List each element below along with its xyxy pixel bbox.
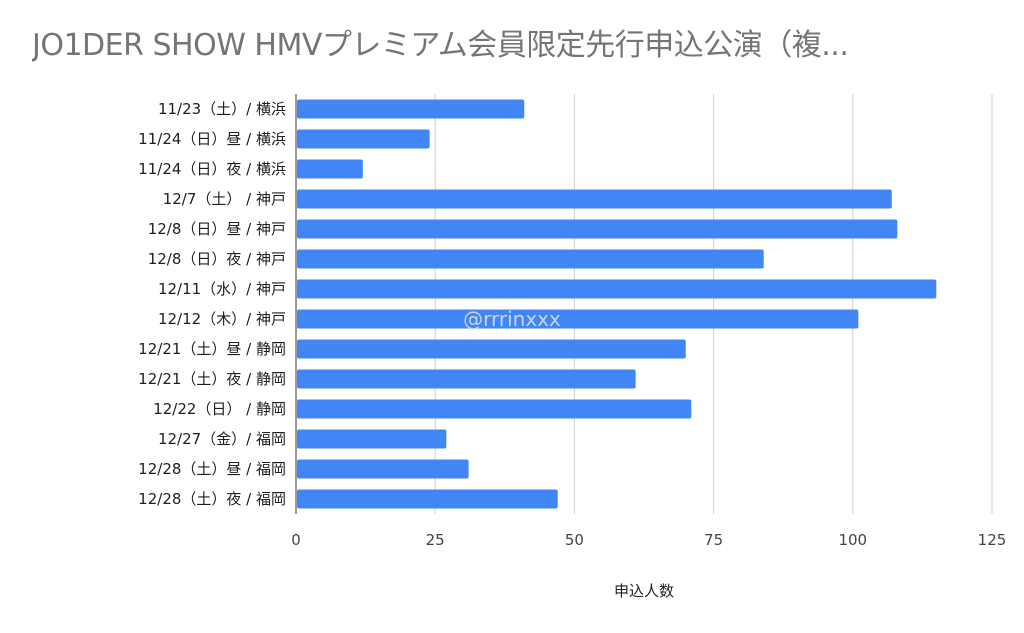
bar-5: [297, 249, 764, 269]
category-label-8: 12/21（土）昼 / 静岡: [138, 340, 286, 358]
x-tick-labels: 0 25 50 75 100 125: [291, 531, 1006, 549]
category-label-4: 12/8（日）昼 / 神戸: [148, 220, 286, 238]
x-axis-title: 申込人数: [614, 582, 674, 600]
bar-13: [297, 489, 558, 509]
x-tick-label-50: 50: [565, 531, 584, 549]
category-label-3: 12/7（土） / 神戸: [163, 190, 286, 208]
category-label-2: 11/24（日）夜 / 横浜: [138, 160, 286, 178]
category-label-12: 12/28（土）昼 / 福岡: [138, 460, 286, 478]
x-tick-label-125: 125: [978, 531, 1007, 549]
x-tick-label-25: 25: [426, 531, 445, 549]
x-tick-label-100: 100: [838, 531, 867, 549]
x-tick-label-0: 0: [291, 531, 301, 549]
bars-group: [297, 99, 937, 509]
category-label-9: 12/21（土）夜 / 静岡: [138, 370, 286, 388]
category-label-6: 12/11（水）/ 神戸: [158, 280, 286, 298]
category-label-10: 12/22（日） / 静岡: [153, 400, 286, 418]
bar-11: [297, 429, 447, 449]
bar-7: [297, 309, 859, 329]
bar-0: [297, 99, 525, 119]
bar-12: [297, 459, 469, 479]
category-label-1: 11/24（日）昼 / 横浜: [138, 130, 286, 148]
watermark: @rrrinxxx: [463, 307, 561, 331]
bar-10: [297, 399, 692, 419]
chart-title: JO1DER SHOW HMVプレミアム会員限定先行申込公演（複...: [32, 28, 849, 63]
bar-2: [297, 159, 363, 179]
bar-4: [297, 219, 898, 239]
category-label-0: 11/23（土）/ 横浜: [158, 100, 286, 118]
grid-lines: [434, 94, 993, 514]
bar-6: [297, 279, 937, 299]
category-label-13: 12/28（土）夜 / 福岡: [138, 490, 286, 508]
bar-1: [297, 129, 430, 149]
bar-8: [297, 339, 686, 359]
category-labels: 11/23（土）/ 横浜 11/24（日）昼 / 横浜 11/24（日）夜 / 横浜…: [138, 100, 286, 508]
category-label-5: 12/8（日）夜 / 神戸: [148, 250, 286, 268]
x-tick-label-75: 75: [704, 531, 723, 549]
bar-9: [297, 369, 636, 389]
category-label-11: 12/27（金）/ 福岡: [158, 430, 286, 448]
bar-3: [297, 189, 892, 209]
category-label-7: 12/12（木）/ 神戸: [158, 310, 286, 328]
